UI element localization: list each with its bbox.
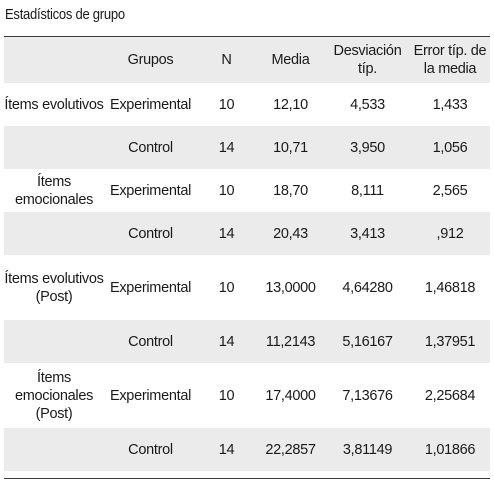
row-media: 10,71	[273, 139, 308, 156]
group-statistics-table: Grupos N Media Desviación típ. Error típ…	[4, 37, 490, 471]
row-media: 22,2857	[265, 441, 316, 458]
header-error: Error típ. de la media	[413, 43, 487, 77]
row-error: 2,565	[432, 182, 468, 199]
row-error: 1,37951	[424, 333, 476, 350]
table-row: Ítems evolutivos Experimental 10 12,10 4…	[4, 83, 490, 126]
table-row: Control 14 11,2143 5,16167 1,37951	[4, 320, 490, 363]
row-item-label	[4, 428, 104, 471]
table-caption: Estadísticos de grupo	[5, 7, 125, 23]
row-item-label: Ítems evolutivos (Post)	[4, 270, 104, 305]
row-media: 13,0000	[265, 279, 316, 296]
row-error: 1,46818	[424, 279, 476, 296]
header-desviacion: Desviación típ.	[333, 43, 402, 77]
row-media: 12,10	[273, 96, 308, 113]
row-grupo: Experimental	[109, 387, 192, 404]
row-error: 2,25684	[424, 387, 476, 404]
row-item-label	[4, 320, 104, 363]
row-grupo: Experimental	[109, 96, 192, 113]
row-media: 17,4000	[265, 387, 316, 404]
header-media: Media	[271, 52, 310, 68]
header-grupos: Grupos	[127, 52, 174, 68]
top-rule	[4, 36, 490, 37]
row-n: 14	[218, 333, 235, 350]
header-n: N	[221, 52, 232, 68]
row-grupo: Experimental	[109, 279, 192, 296]
row-desviacion: 3,950	[350, 139, 385, 156]
row-n: 10	[218, 96, 235, 113]
row-media: 18,70	[273, 182, 308, 199]
row-grupo: Control	[128, 139, 173, 156]
row-n: 14	[218, 441, 235, 458]
row-item-label: Ítems emocionales (Post)	[14, 369, 94, 422]
table-row: Control 14 22,2857 3,81149 1,01866	[4, 428, 490, 471]
row-media: 11,2143	[265, 333, 316, 350]
row-desviacion: 5,16167	[342, 333, 393, 350]
row-media: 20,43	[273, 225, 308, 242]
row-item-label: Ítems evolutivos	[4, 96, 104, 113]
row-item-label	[4, 212, 104, 255]
row-desviacion: 7,13676	[342, 387, 393, 404]
row-desviacion: 3,413	[350, 225, 385, 242]
row-desviacion: 4,533	[350, 96, 385, 113]
bottom-rule	[4, 478, 490, 479]
row-error: ,912	[436, 225, 464, 242]
table-row: Ítems emocionales (Post) Experimental 10…	[4, 363, 490, 428]
table-row: Ítems emocionales Experimental 10 18,70 …	[4, 169, 490, 212]
row-n: 10	[218, 279, 235, 296]
row-item-label: Ítems emocionales	[14, 173, 94, 208]
table-row: Ítems evolutivos (Post) Experimental 10 …	[4, 255, 490, 320]
row-error: 1,01866	[424, 441, 476, 458]
row-item-label	[4, 126, 104, 169]
row-n: 14	[218, 139, 235, 156]
table-header-row: Grupos N Media Desviación típ. Error típ…	[4, 37, 490, 83]
row-n: 10	[218, 387, 235, 404]
row-desviacion: 8,111	[351, 182, 384, 199]
table-row: Control 14 10,71 3,950 1,056	[4, 126, 490, 169]
row-grupo: Experimental	[109, 182, 192, 199]
row-grupo: Control	[128, 441, 173, 458]
row-n: 14	[218, 225, 235, 242]
row-grupo: Control	[128, 333, 173, 350]
table-row: Control 14 20,43 3,413 ,912	[4, 212, 490, 255]
row-desviacion: 3,81149	[342, 441, 393, 458]
header-item	[4, 37, 104, 83]
row-desviacion: 4,64280	[342, 279, 393, 296]
row-error: 1,433	[432, 96, 468, 113]
row-error: 1,056	[432, 139, 468, 156]
row-n: 10	[218, 182, 235, 199]
row-grupo: Control	[128, 225, 173, 242]
